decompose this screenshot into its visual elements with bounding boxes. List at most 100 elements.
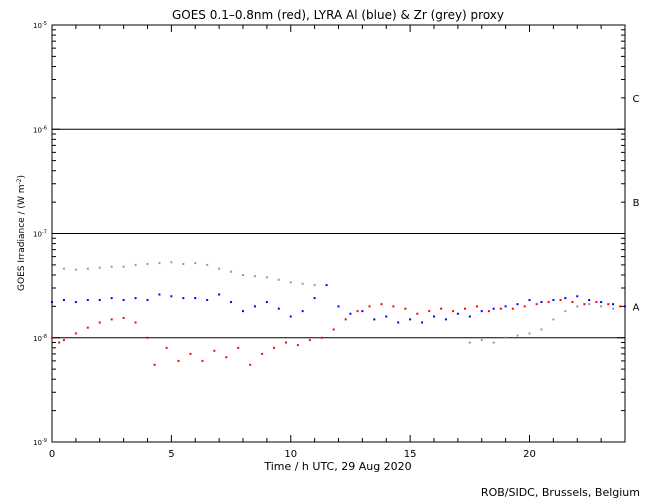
grey-series-point <box>86 267 89 270</box>
credit-text: ROB/SIDC, Brussels, Belgium <box>481 486 640 499</box>
grey-series-point <box>492 341 495 344</box>
blue-series-point <box>230 301 233 304</box>
y-tick-label: 10-7 <box>33 230 47 239</box>
blue-series-point <box>421 321 424 324</box>
blue-series-point <box>409 318 412 321</box>
grey-series-point <box>301 282 304 285</box>
blue-series-point <box>74 301 77 304</box>
grey-series-point <box>146 262 149 265</box>
y-tick-label: 10-8 <box>33 334 47 343</box>
blue-series-point <box>218 293 221 296</box>
blue-series-point <box>456 312 459 315</box>
red-series-point <box>499 307 502 310</box>
y-axis-label: GOES Irradiance / (W m-2) <box>16 175 28 291</box>
blue-series-point <box>444 318 447 321</box>
y-tick-label: 10-6 <box>33 125 47 134</box>
blue-series-point <box>588 299 591 302</box>
red-series-point <box>51 336 53 339</box>
red-series-point <box>213 349 216 352</box>
red-series-point <box>595 301 598 304</box>
y-tick-label: 10-9 <box>33 438 47 447</box>
red-series-point <box>535 303 538 306</box>
blue-series-point <box>62 299 65 302</box>
blue-series-point <box>612 303 615 306</box>
red-series-point <box>511 307 514 310</box>
red-series-point <box>452 310 455 313</box>
flare-class-labels: A B C <box>633 94 640 313</box>
red-series-point <box>464 307 467 310</box>
red-series-point <box>58 341 61 344</box>
grey-series-point <box>468 341 471 344</box>
blue-series-point <box>564 297 567 300</box>
blue-series-point <box>170 295 173 298</box>
x-tick-label: 15 <box>404 449 417 460</box>
red-series-point <box>416 312 419 315</box>
red-series-point <box>153 363 156 366</box>
blue-series-point <box>301 310 304 313</box>
blue-series-point <box>361 310 364 313</box>
y-tick-label-base: 10 <box>33 126 42 134</box>
red-series-point <box>74 332 77 335</box>
x-axis: 0 5 10 15 20 <box>49 25 626 460</box>
red-series-point <box>146 336 149 339</box>
y-tick-label-exponent: -7 <box>42 230 47 236</box>
blue-series-point <box>492 307 495 310</box>
red-series-point <box>547 301 550 304</box>
blue-series-point <box>253 305 256 308</box>
red-series-point <box>177 359 180 362</box>
red-series-point <box>559 299 562 302</box>
red-series-point <box>404 307 407 310</box>
red-series-point <box>273 346 276 349</box>
blue-series-point <box>313 297 316 300</box>
blue-series-point <box>504 305 507 308</box>
red-series-point <box>392 305 395 308</box>
blue-series-point <box>397 321 400 324</box>
grey-series-point <box>576 305 579 308</box>
red-series-point <box>189 352 192 355</box>
y-tick-label-base: 10 <box>33 439 42 447</box>
class-label-c: C <box>633 94 640 105</box>
blue-series-point <box>86 299 89 302</box>
red-series-point <box>62 339 65 342</box>
blue-series-point <box>277 307 280 310</box>
x-axis-label: Time / h UTC, 29 Aug 2020 <box>263 460 411 473</box>
blue-series-point <box>349 312 352 315</box>
grey-series-point <box>480 339 483 342</box>
blue-series-point <box>468 315 471 318</box>
blue-series-point <box>480 310 483 313</box>
grey-series-point <box>122 265 125 268</box>
x-tick-label: 10 <box>284 449 297 460</box>
red-series-point <box>308 339 311 342</box>
grey-series-point <box>588 303 591 306</box>
red-series-point <box>110 318 113 321</box>
blue-series-point <box>385 315 388 318</box>
red-series-point <box>619 305 622 308</box>
grey-series-point <box>182 262 185 265</box>
y-axis-label-exponent: -2 <box>16 178 23 184</box>
red-series-point <box>237 346 240 349</box>
red-series-point <box>165 346 168 349</box>
grey-series-point <box>170 261 173 264</box>
y-tick-label-exponent: -6 <box>42 125 47 131</box>
blue-series-point <box>289 315 292 318</box>
blue-series-point <box>516 303 519 306</box>
grey-series-point <box>62 267 65 270</box>
red-series-point <box>86 326 89 329</box>
blue-series-point <box>552 299 555 302</box>
blue-series-point <box>576 295 579 298</box>
red-series-point <box>583 303 586 306</box>
y-tick-label-exponent: -9 <box>42 438 47 444</box>
red-series-point <box>249 363 252 366</box>
red-series-point <box>607 303 610 306</box>
grey-series-point <box>206 263 209 266</box>
grey-series-point <box>265 276 268 279</box>
red-series-point <box>475 305 478 308</box>
red-series-point <box>487 310 490 313</box>
class-label-b: B <box>633 198 640 209</box>
grey-series-point <box>134 263 137 266</box>
class-label-a: A <box>633 302 640 313</box>
blue-series-point <box>206 299 209 302</box>
red-series-point <box>284 341 287 344</box>
grey-series-point <box>277 278 280 281</box>
